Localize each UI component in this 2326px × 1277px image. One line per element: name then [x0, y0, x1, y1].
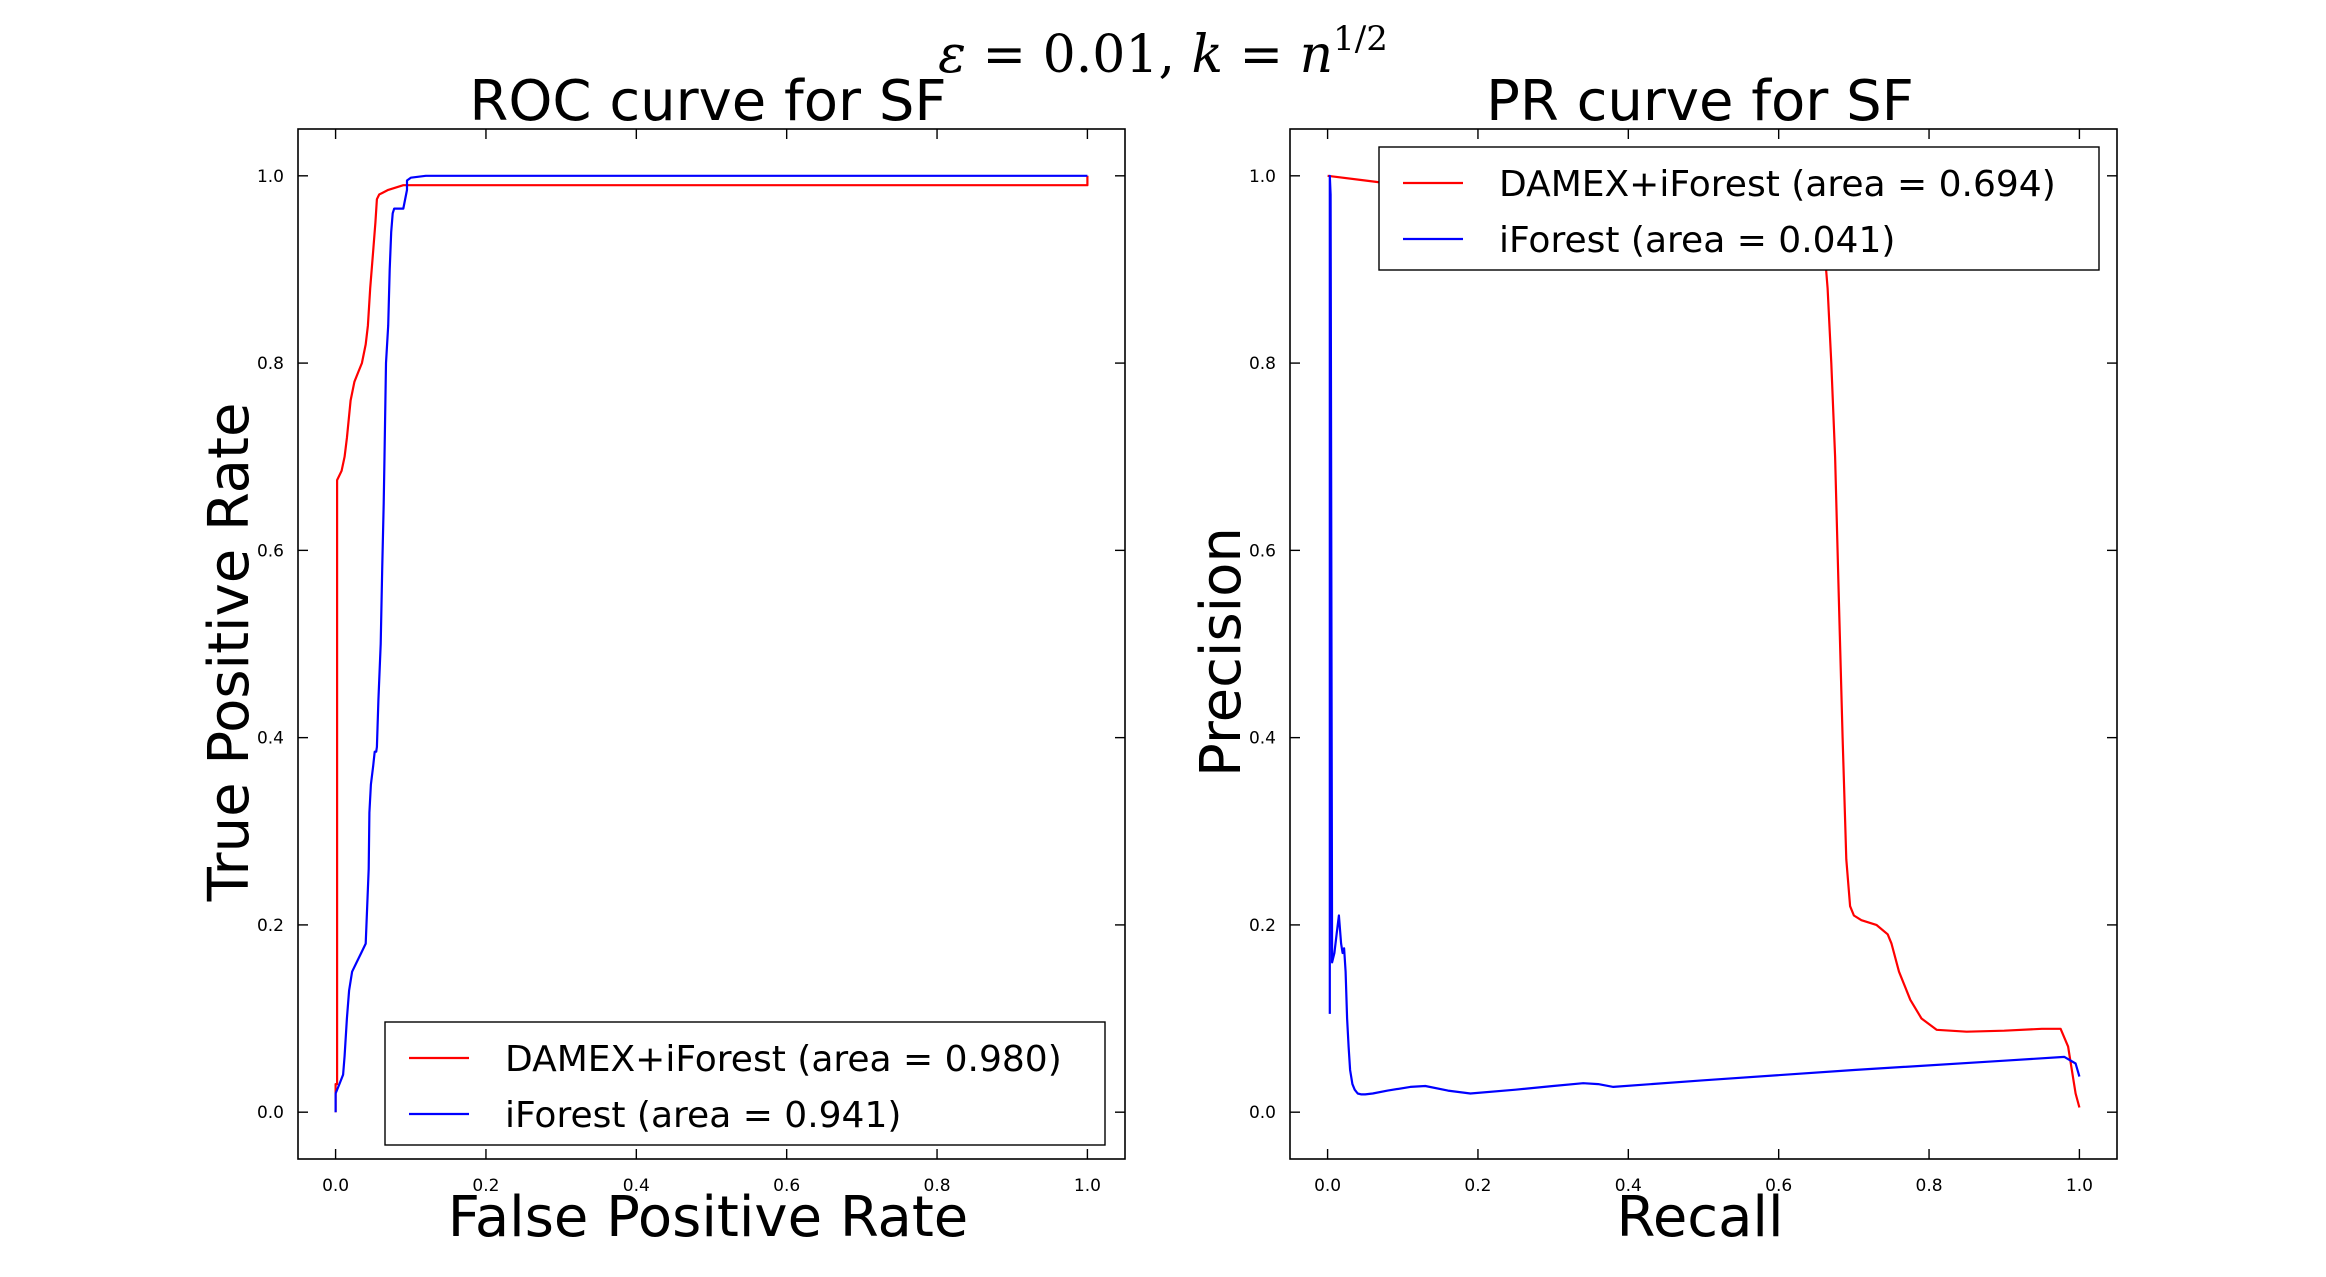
roc-y-tick-label: 0.0	[257, 1103, 284, 1123]
roc-chart-title: ROC curve for SF	[469, 69, 946, 134]
pr-y-axis-label: Precision	[1189, 527, 1254, 777]
roc-legend-label: DAMEX+iForest (area = 0.980)	[505, 1039, 1062, 1080]
pr-chart-title: PR curve for SF	[1486, 69, 1914, 134]
suptitle-exponent: 1/2	[1333, 19, 1388, 59]
roc-y-tick-label: 0.2	[257, 916, 284, 936]
pr-series-line-iforest	[1328, 174, 2081, 1096]
pr-y-tick-label: 0.0	[1249, 1103, 1276, 1123]
roc-series-line-iforest	[334, 174, 1088, 1113]
pr-chart: PR curve for SF Recall Precision 0.0 0.2 0…	[1189, 69, 2118, 1250]
pr-y-tick-label: 1.0	[1249, 167, 1276, 187]
pr-x-tick-label: 0.4	[1615, 1176, 1642, 1196]
pr-legend-label: iForest (area = 0.041)	[1499, 220, 1895, 261]
pr-y-tick-label: 0.6	[1249, 541, 1276, 561]
pr-y-tick-label: 0.4	[1249, 729, 1276, 749]
pr-x-axis-label: Recall	[1616, 1185, 1783, 1250]
pr-y-tick-label: 0.8	[1249, 354, 1276, 374]
pr-y-tick-label: 0.2	[1249, 916, 1276, 936]
roc-y-tick-label: 0.4	[257, 729, 284, 749]
pr-series-line-damex-iforest	[1327, 174, 2081, 1108]
suptitle-k: k	[1192, 25, 1224, 85]
suptitle-n: n	[1300, 25, 1334, 85]
roc-x-tick-label: 0.0	[322, 1176, 349, 1196]
roc-series-line-damex-iforest	[334, 175, 1089, 1113]
roc-chart: ROC curve for SF False Positive Rate Tru…	[197, 69, 1126, 1250]
roc-x-axis-label: False Positive Rate	[448, 1185, 968, 1250]
pr-axes-frame	[1289, 128, 2118, 1160]
roc-legend-box	[384, 1021, 1106, 1146]
suptitle-equals: =	[1223, 25, 1300, 85]
roc-x-tick-label: 0.6	[773, 1176, 800, 1196]
roc-y-axis-label: True Positive Rate	[197, 403, 262, 903]
suptitle-epsilon: ε	[938, 25, 966, 85]
roc-y-tick-label: 0.8	[257, 354, 284, 374]
roc-plot-area: 0.0 0.2 0.4 0.6 0.8 1.0 0.0 0.2 0.4 0.6 0.8 1.0 DAME…	[257, 128, 1126, 1196]
pr-plot-area: 0.0 0.2 0.4 0.6 0.8 1.0 0.0 0.2 0.4 0.6 0.8 1.0 DAME…	[1249, 128, 2118, 1196]
pr-legend-box	[1378, 146, 2100, 271]
figure-suptitle: ε = 0.01, k = n1/2	[938, 19, 1388, 85]
roc-x-tick-label: 1.0	[1074, 1176, 1101, 1196]
roc-y-tick-label: 0.6	[257, 541, 284, 561]
roc-x-tick-label: 0.8	[924, 1176, 951, 1196]
roc-legend-label: iForest (area = 0.941)	[505, 1095, 901, 1136]
pr-x-tick-label: 0.0	[1314, 1176, 1341, 1196]
pr-legend: DAMEX+iForest (area = 0.694) iForest (are…	[1378, 146, 2100, 271]
pr-legend-label: DAMEX+iForest (area = 0.694)	[1499, 164, 2056, 205]
roc-y-tick-label: 1.0	[257, 167, 284, 187]
pr-x-tick-label: 0.6	[1765, 1176, 1792, 1196]
suptitle-epsilon-value: = 0.01,	[966, 25, 1191, 85]
pr-x-tick-label: 1.0	[2066, 1176, 2093, 1196]
roc-legend: DAMEX+iForest (area = 0.980) iForest (are…	[384, 1021, 1106, 1146]
pr-x-tick-label: 0.8	[1916, 1176, 1943, 1196]
roc-axes-frame	[297, 128, 1126, 1160]
roc-x-tick-label: 0.2	[472, 1176, 499, 1196]
roc-x-tick-label: 0.4	[623, 1176, 650, 1196]
pr-x-tick-label: 0.2	[1464, 1176, 1491, 1196]
